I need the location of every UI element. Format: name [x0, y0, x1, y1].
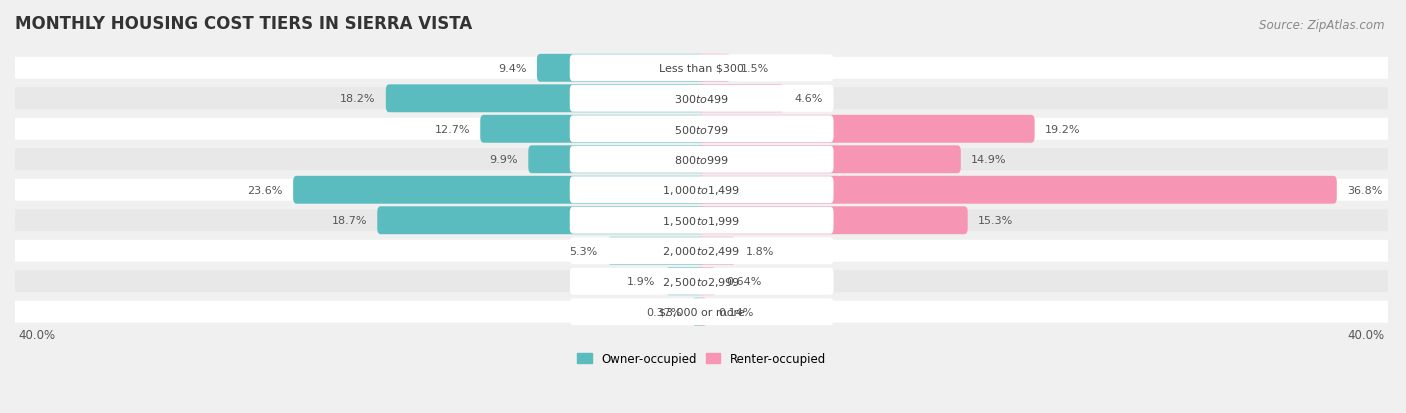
- Text: 36.8%: 36.8%: [1347, 185, 1382, 195]
- FancyBboxPatch shape: [699, 298, 707, 326]
- Text: $3,000 or more: $3,000 or more: [659, 307, 745, 317]
- Text: $2,500 to $2,999: $2,500 to $2,999: [662, 275, 741, 288]
- Text: 18.2%: 18.2%: [340, 94, 375, 104]
- FancyBboxPatch shape: [297, 183, 572, 198]
- FancyBboxPatch shape: [569, 85, 834, 112]
- FancyBboxPatch shape: [699, 207, 967, 235]
- FancyBboxPatch shape: [15, 88, 1388, 110]
- Text: Less than $300: Less than $300: [659, 64, 744, 74]
- Text: 0.64%: 0.64%: [727, 277, 762, 287]
- FancyBboxPatch shape: [15, 58, 1388, 80]
- FancyBboxPatch shape: [699, 55, 731, 83]
- FancyBboxPatch shape: [540, 61, 572, 76]
- FancyBboxPatch shape: [569, 147, 834, 173]
- FancyBboxPatch shape: [699, 237, 735, 265]
- FancyBboxPatch shape: [569, 177, 834, 204]
- FancyBboxPatch shape: [15, 240, 1388, 262]
- FancyBboxPatch shape: [377, 207, 704, 235]
- Text: MONTHLY HOUSING COST TIERS IN SIERRA VISTA: MONTHLY HOUSING COST TIERS IN SIERRA VIS…: [15, 15, 472, 33]
- Text: Source: ZipAtlas.com: Source: ZipAtlas.com: [1260, 19, 1385, 31]
- FancyBboxPatch shape: [292, 176, 704, 204]
- FancyBboxPatch shape: [15, 271, 1388, 292]
- Text: 18.7%: 18.7%: [332, 216, 367, 225]
- Text: $500 to $799: $500 to $799: [675, 123, 730, 135]
- FancyBboxPatch shape: [389, 91, 572, 107]
- FancyBboxPatch shape: [15, 301, 1388, 323]
- FancyBboxPatch shape: [569, 299, 834, 325]
- Text: $300 to $499: $300 to $499: [675, 93, 730, 105]
- FancyBboxPatch shape: [692, 298, 704, 326]
- Text: 9.9%: 9.9%: [489, 155, 517, 165]
- FancyBboxPatch shape: [15, 179, 1388, 201]
- FancyBboxPatch shape: [15, 210, 1388, 232]
- FancyBboxPatch shape: [569, 207, 834, 234]
- Text: 1.9%: 1.9%: [627, 277, 655, 287]
- Text: 14.9%: 14.9%: [972, 155, 1007, 165]
- FancyBboxPatch shape: [531, 152, 572, 168]
- Text: 0.14%: 0.14%: [718, 307, 754, 317]
- Text: 19.2%: 19.2%: [1045, 124, 1080, 135]
- Text: 40.0%: 40.0%: [1348, 328, 1385, 341]
- FancyBboxPatch shape: [699, 176, 1337, 204]
- FancyBboxPatch shape: [665, 268, 704, 295]
- FancyBboxPatch shape: [569, 268, 834, 295]
- Text: 1.5%: 1.5%: [741, 64, 769, 74]
- Text: 12.7%: 12.7%: [434, 124, 470, 135]
- FancyBboxPatch shape: [699, 85, 785, 113]
- Text: $2,000 to $2,499: $2,000 to $2,499: [662, 244, 741, 258]
- Text: 5.3%: 5.3%: [568, 246, 598, 256]
- FancyBboxPatch shape: [385, 85, 704, 113]
- FancyBboxPatch shape: [699, 146, 960, 174]
- Text: 4.6%: 4.6%: [794, 94, 823, 104]
- FancyBboxPatch shape: [15, 149, 1388, 171]
- Text: 0.37%: 0.37%: [647, 307, 682, 317]
- FancyBboxPatch shape: [699, 268, 716, 295]
- Text: 40.0%: 40.0%: [18, 328, 56, 341]
- Text: $1,000 to $1,499: $1,000 to $1,499: [662, 184, 741, 197]
- FancyBboxPatch shape: [569, 116, 834, 143]
- Text: 15.3%: 15.3%: [979, 216, 1014, 225]
- FancyBboxPatch shape: [481, 116, 704, 143]
- Text: 9.4%: 9.4%: [498, 64, 527, 74]
- FancyBboxPatch shape: [537, 55, 704, 83]
- Text: $1,500 to $1,999: $1,500 to $1,999: [662, 214, 741, 227]
- FancyBboxPatch shape: [529, 146, 704, 174]
- FancyBboxPatch shape: [569, 237, 834, 265]
- FancyBboxPatch shape: [699, 116, 1035, 143]
- Text: 1.8%: 1.8%: [747, 246, 775, 256]
- FancyBboxPatch shape: [607, 237, 704, 265]
- FancyBboxPatch shape: [484, 121, 572, 138]
- Text: 23.6%: 23.6%: [247, 185, 283, 195]
- Text: $800 to $999: $800 to $999: [675, 154, 730, 166]
- FancyBboxPatch shape: [15, 119, 1388, 140]
- FancyBboxPatch shape: [569, 55, 834, 82]
- Legend: Owner-occupied, Renter-occupied: Owner-occupied, Renter-occupied: [572, 348, 831, 370]
- FancyBboxPatch shape: [381, 213, 572, 229]
